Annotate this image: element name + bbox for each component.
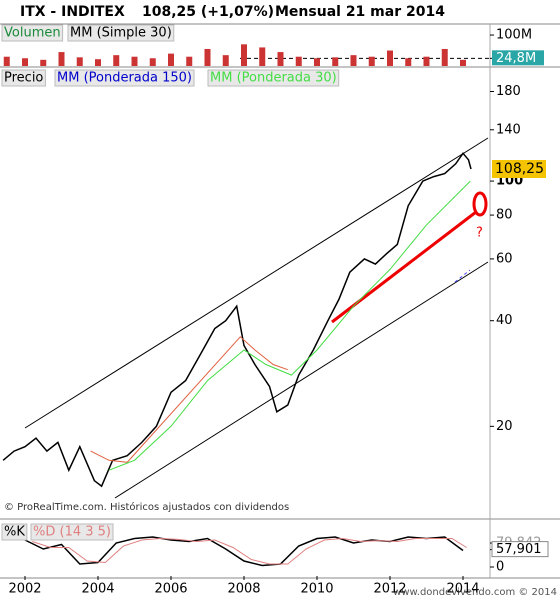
volume-bar — [58, 52, 65, 66]
volume-bar — [95, 59, 101, 66]
y-tick-label: 40 — [496, 313, 513, 328]
legend-box — [30, 523, 114, 541]
legend-entry: Volumen — [4, 26, 61, 41]
legend-box — [207, 69, 340, 87]
circle-mark — [472, 191, 488, 217]
legend-box — [54, 69, 195, 87]
label-tag — [492, 50, 544, 66]
volume-bar — [386, 50, 393, 66]
volume-bar — [149, 58, 156, 66]
volume-bar — [113, 55, 120, 66]
period: Mensual 21 mar 2014 — [275, 4, 445, 20]
volume-bar — [22, 58, 29, 66]
volume-bar — [131, 56, 138, 66]
site: www.dondevivendo.com © 2014 — [393, 587, 557, 598]
volume-bar — [240, 44, 247, 66]
legend-entry: Precio — [4, 71, 43, 86]
x-tick-label: 2012 — [373, 582, 406, 597]
volume-bar — [222, 55, 229, 66]
legend-box — [1, 69, 46, 87]
legend-entry: MM (Ponderada 150) — [57, 71, 192, 86]
x-tick-label: 2010 — [300, 582, 333, 597]
label-tag — [491, 541, 549, 558]
volume-bar — [76, 57, 83, 66]
source: © ProRealTime.com. Históricos ajustados … — [4, 501, 289, 513]
change: 108,25 (+1,07%) — [142, 4, 274, 20]
y-tick-label: 180 — [496, 84, 521, 99]
volume-bar — [295, 56, 302, 66]
volume-bar — [423, 56, 430, 66]
y-tick-label: 20 — [496, 419, 513, 434]
channel-lower — [114, 261, 489, 499]
volume-bar — [167, 53, 174, 66]
legend-entry: MM (Simple 30) — [70, 26, 172, 41]
y-tick-label: 100M — [496, 28, 532, 43]
y-tick-label: 140 — [496, 122, 521, 137]
volume-bar — [441, 48, 448, 66]
legend-box — [67, 24, 175, 42]
y-tick-label: 57,901 — [496, 542, 542, 557]
legend-entry: MM (Ponderada 30) — [210, 71, 337, 86]
annotation: ? — [476, 226, 483, 241]
volume-bar — [459, 59, 466, 66]
y-tick-label: 24,8M — [496, 51, 536, 66]
x-tick-label: 2006 — [154, 582, 187, 597]
x-tick-label: 2002 — [8, 582, 41, 597]
volume-bar — [259, 47, 266, 66]
legend-entry: %D (14 3 5) — [33, 525, 111, 540]
x-tick-label: 2004 — [81, 582, 114, 597]
legend-box — [1, 523, 28, 541]
y-tick-label: 0 — [496, 560, 504, 575]
price-tag — [492, 159, 546, 178]
volume-bar — [368, 56, 375, 66]
series-line — [2, 152, 472, 488]
volume-bar — [332, 57, 339, 66]
series-line — [108, 180, 471, 471]
legend-box — [1, 24, 64, 42]
ticker: ITX - INDITEX — [20, 4, 125, 20]
volume-bar — [186, 56, 193, 66]
series-line — [90, 336, 288, 463]
volume-bar — [350, 55, 357, 66]
channel-upper — [24, 137, 489, 429]
x-tick-label: 2008 — [227, 582, 260, 597]
volume-bar — [405, 58, 412, 66]
legend-entry: %K — [4, 525, 25, 540]
volume-bar — [313, 58, 320, 66]
volume-bar — [40, 59, 47, 66]
volume-bar — [204, 48, 211, 66]
price-tag-label: 108,25 — [495, 161, 544, 177]
volume-bar — [277, 52, 284, 66]
y-tick-label: 80 — [496, 208, 513, 223]
y-tick-label: 60 — [496, 251, 513, 266]
series-line — [32, 537, 467, 565]
volume-bar — [3, 56, 10, 66]
x-tick-label: 2014 — [446, 582, 479, 597]
